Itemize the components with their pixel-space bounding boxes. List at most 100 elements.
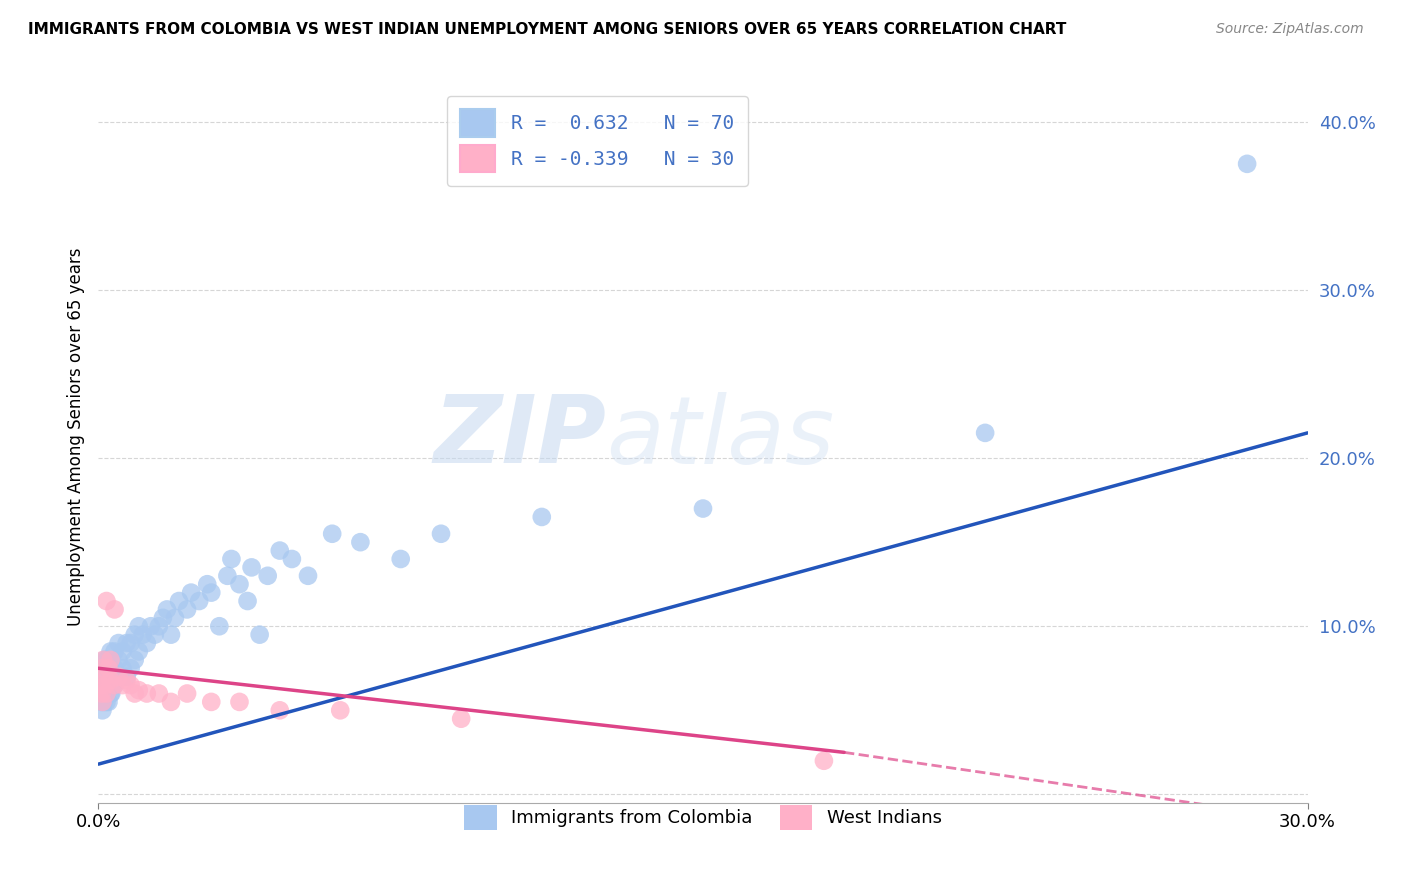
Point xyxy=(103,661,125,675)
Point xyxy=(208,619,231,633)
Point xyxy=(228,695,250,709)
Point xyxy=(91,678,114,692)
Point xyxy=(269,703,291,717)
Point xyxy=(167,594,190,608)
Point xyxy=(530,510,553,524)
Point xyxy=(217,569,239,583)
Point xyxy=(97,661,120,675)
Point xyxy=(389,552,412,566)
Point xyxy=(124,627,146,641)
Point xyxy=(115,670,138,684)
Point xyxy=(103,678,125,692)
Point xyxy=(148,686,170,700)
Point xyxy=(143,627,166,641)
Point xyxy=(115,636,138,650)
Point xyxy=(160,695,183,709)
Point xyxy=(107,670,129,684)
Text: IMMIGRANTS FROM COLOMBIA VS WEST INDIAN UNEMPLOYMENT AMONG SENIORS OVER 65 YEARS: IMMIGRANTS FROM COLOMBIA VS WEST INDIAN … xyxy=(28,22,1067,37)
Point xyxy=(103,602,125,616)
Point xyxy=(111,678,134,692)
Point xyxy=(94,686,117,700)
Y-axis label: Unemployment Among Seniors over 65 years: Unemployment Among Seniors over 65 years xyxy=(66,248,84,626)
Point xyxy=(96,670,118,684)
Point xyxy=(90,686,112,700)
Point xyxy=(93,686,115,700)
Point xyxy=(124,653,146,667)
Point xyxy=(160,627,183,641)
Point xyxy=(115,673,138,687)
Point xyxy=(93,695,115,709)
Point xyxy=(107,636,129,650)
Point xyxy=(1236,157,1258,171)
Point xyxy=(100,661,122,675)
Point xyxy=(148,619,170,633)
Point xyxy=(221,552,243,566)
Point xyxy=(101,678,124,692)
Point xyxy=(96,594,118,608)
Point xyxy=(124,686,146,700)
Point xyxy=(813,754,835,768)
Point xyxy=(107,653,129,667)
Point xyxy=(281,552,304,566)
Point xyxy=(249,627,271,641)
Point xyxy=(120,636,142,650)
Point xyxy=(89,678,111,692)
Point xyxy=(91,653,114,667)
Point xyxy=(91,670,114,684)
Point xyxy=(176,602,198,616)
Point xyxy=(100,686,122,700)
Point xyxy=(97,695,120,709)
Point xyxy=(96,678,118,692)
Point xyxy=(90,695,112,709)
Point xyxy=(228,577,250,591)
Point xyxy=(96,653,118,667)
Text: ZIP: ZIP xyxy=(433,391,606,483)
Point xyxy=(163,611,186,625)
Point xyxy=(91,695,114,709)
Point xyxy=(103,644,125,658)
Point xyxy=(120,661,142,675)
Point xyxy=(128,644,150,658)
Point xyxy=(100,673,122,687)
Point xyxy=(200,585,222,599)
Point xyxy=(152,611,174,625)
Text: atlas: atlas xyxy=(606,392,835,483)
Point xyxy=(430,526,453,541)
Point xyxy=(100,653,122,667)
Point xyxy=(692,501,714,516)
Point xyxy=(240,560,263,574)
Point xyxy=(91,661,114,675)
Point xyxy=(176,686,198,700)
Point xyxy=(96,686,118,700)
Point xyxy=(93,653,115,667)
Point xyxy=(297,569,319,583)
Point xyxy=(100,686,122,700)
Legend: Immigrants from Colombia, West Indians: Immigrants from Colombia, West Indians xyxy=(457,797,949,838)
Point xyxy=(974,425,997,440)
Point xyxy=(200,695,222,709)
Point xyxy=(321,526,343,541)
Point xyxy=(132,627,155,641)
Point xyxy=(107,670,129,684)
Point xyxy=(139,619,162,633)
Point xyxy=(120,678,142,692)
Point xyxy=(450,712,472,726)
Point xyxy=(93,670,115,684)
Point xyxy=(100,644,122,658)
Point xyxy=(111,644,134,658)
Point xyxy=(195,577,218,591)
Point xyxy=(135,636,157,650)
Point xyxy=(100,670,122,684)
Point xyxy=(128,619,150,633)
Point xyxy=(135,686,157,700)
Point xyxy=(256,569,278,583)
Point xyxy=(329,703,352,717)
Point xyxy=(269,543,291,558)
Point xyxy=(236,594,259,608)
Point xyxy=(111,661,134,675)
Point xyxy=(89,678,111,692)
Text: Source: ZipAtlas.com: Source: ZipAtlas.com xyxy=(1216,22,1364,37)
Point xyxy=(188,594,211,608)
Point xyxy=(91,703,114,717)
Point xyxy=(94,678,117,692)
